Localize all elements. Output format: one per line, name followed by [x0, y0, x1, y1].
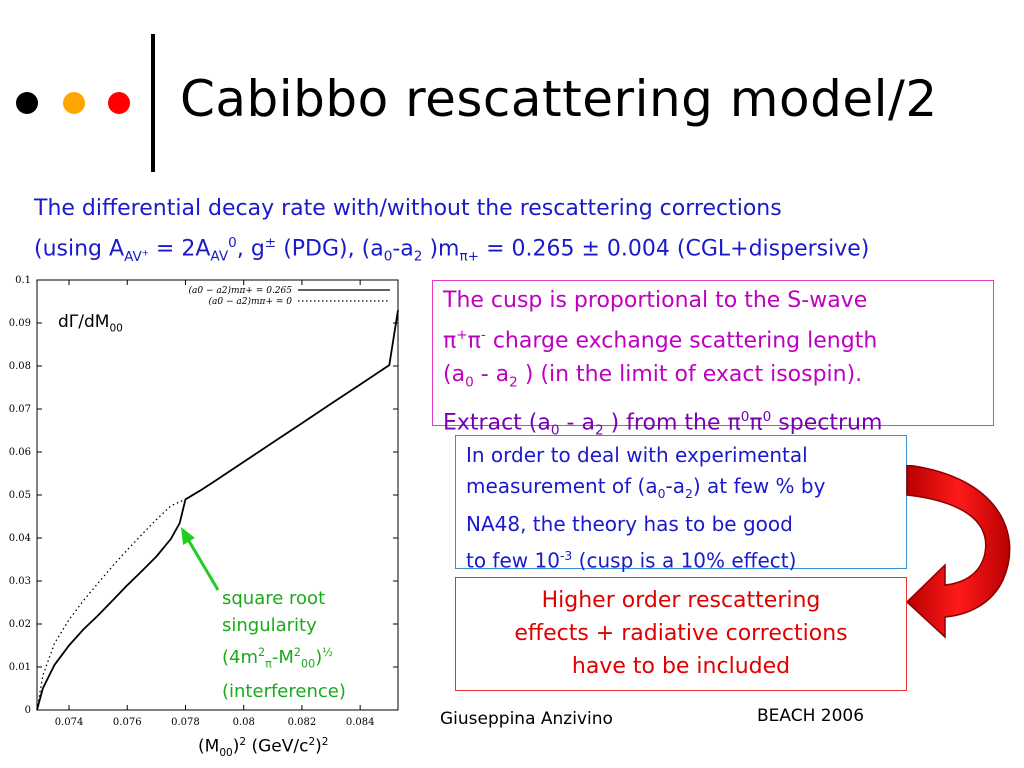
y-tick-label: 0.06: [9, 447, 31, 458]
slide-title: Cabibbo rescattering model/2: [180, 70, 938, 128]
higher-order-line-3: have to be included: [571, 654, 791, 679]
annotation-arrow-shaft: [184, 535, 220, 591]
x-tick-label: 0.08: [233, 717, 255, 728]
experimental-line-3: NA48, the theory has to be good: [466, 512, 793, 536]
x-tick-label: 0.078: [171, 717, 200, 728]
x-tick-label: 0.076: [113, 717, 142, 728]
y-tick-label: 0: [25, 705, 31, 716]
x-tick-label: 0.074: [55, 717, 84, 728]
experimental-line-4: to few 10-3 (cusp is a 10% effect): [466, 548, 797, 573]
higher-order-box: Higher order rescattering effects + radi…: [455, 577, 907, 691]
singularity-annotation: square root singularity (4m2π-M200)½ (in…: [222, 585, 346, 705]
y-tick-label: 0.04: [9, 533, 31, 544]
x-axis-label: (M00)2 (GeV/c2)2: [198, 736, 329, 760]
conference-footer: BEACH 2006: [757, 706, 865, 726]
x-tick-label: 0.084: [346, 717, 375, 728]
cusp-line-2: π+π- charge exchange scattering length: [443, 327, 878, 354]
higher-order-line-2: effects + radiative corrections: [514, 621, 848, 646]
dot-black: [16, 92, 38, 114]
annotation-line-2: singularity: [222, 615, 317, 636]
intro-line-1: The differential decay rate with/without…: [34, 196, 782, 221]
intro-line-2: (using AAV+ = 2AAV0, g± (PDG), (a0-a2 )m…: [34, 235, 870, 265]
intro-text: The differential decay rate with/without…: [34, 192, 869, 274]
decay-rate-chart: 0 0.01 0.02 0.03 0.04 0.05 0.06 0.07 0.08 0.09 0.1…: [9, 275, 399, 728]
y-tick-label: 0.03: [9, 576, 31, 587]
cusp-line-4: Extract (a0 - a2 ) from the π0π0 spectru…: [443, 408, 883, 439]
legend-entry-2: (a0 − a2)mπ+ = 0: [209, 296, 293, 307]
y-tick-label: 0.02: [9, 619, 31, 630]
y-tick-label: 0.08: [9, 361, 31, 372]
y-axis-label: dΓ/dM00: [58, 312, 123, 335]
experimental-line-1: In order to deal with experimental: [466, 443, 808, 467]
higher-order-line-1: Higher order rescattering: [541, 588, 821, 613]
annotation-line-3: (4m2π-M200)½: [222, 646, 334, 671]
cusp-line-3: (a0 - a2 ) (in the limit of exact isospi…: [443, 362, 863, 391]
title-divider: [151, 34, 155, 172]
annotation-line-4: (interference): [222, 680, 346, 702]
legend-entry-1: (a0 − a2)mπ+ = 0.265: [189, 285, 293, 296]
dot-orange: [63, 92, 85, 114]
cusp-info-box: The cusp is proportional to the S-wave π…: [432, 280, 994, 438]
annotation-line-1: square root: [222, 588, 326, 609]
series-line-2: [36, 498, 186, 711]
dot-red: [108, 92, 130, 114]
y-tick-label: 0.05: [9, 490, 31, 501]
y-tick-label: 0.1: [15, 275, 31, 286]
curved-arrow-icon: [905, 465, 1011, 639]
y-tick-label: 0.01: [9, 662, 31, 673]
header-dots: [16, 92, 134, 122]
cusp-line-1: The cusp is proportional to the S-wave: [443, 288, 868, 313]
author-footer: Giuseppina Anzivino: [440, 709, 613, 729]
annotation-arrow-head: [181, 527, 195, 545]
chart-legend: (a0 − a2)mπ+ = 0.265(a0 − a2)mπ+ = 0: [189, 285, 390, 307]
experimental-box: In order to deal with experimental measu…: [455, 435, 907, 573]
x-tick-label: 0.082: [288, 717, 317, 728]
y-tick-label: 0.09: [9, 318, 31, 329]
experimental-line-2: measurement of (a0-a2) at few % by: [466, 474, 826, 501]
y-tick-label: 0.07: [9, 404, 31, 415]
series-line-1: [36, 309, 399, 711]
